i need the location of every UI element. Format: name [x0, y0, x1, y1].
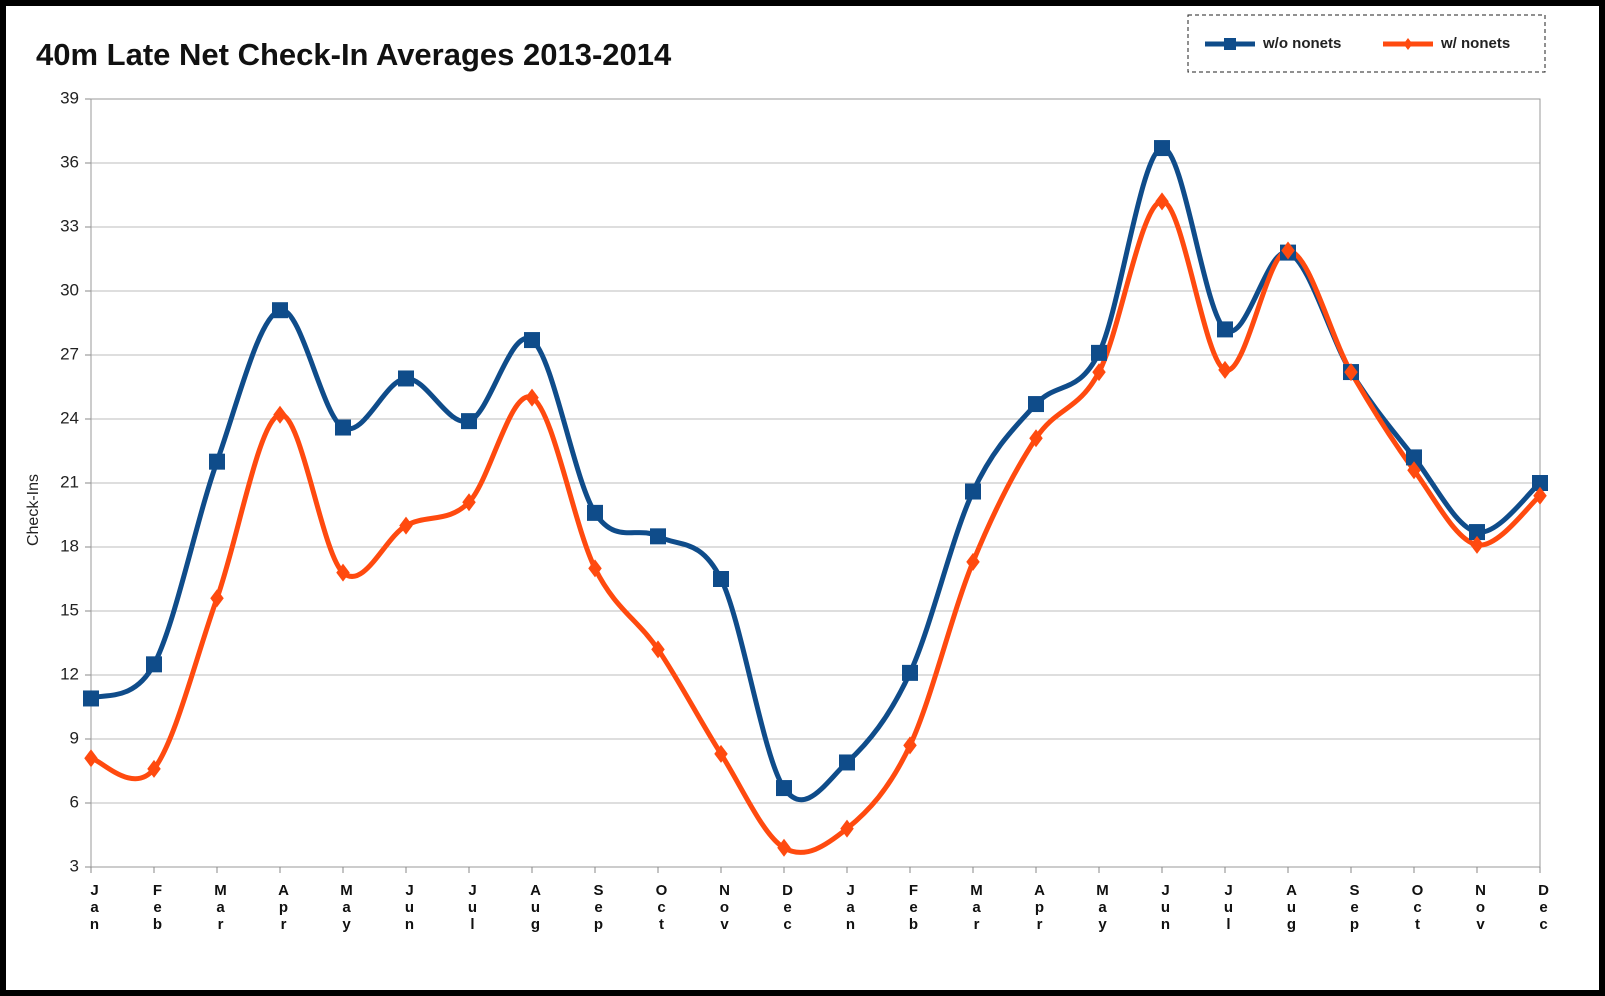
marker [84, 749, 98, 768]
x-tick-label: Dec [779, 882, 796, 933]
x-tick-label: Mar [212, 882, 229, 933]
marker [1407, 461, 1421, 480]
marker [1028, 396, 1044, 413]
y-tick-label: 18 [60, 536, 79, 555]
marker [1470, 535, 1484, 554]
x-tick-label: Mar [968, 882, 985, 933]
x-tick-label: Sep [590, 882, 607, 933]
y-tick-label: 36 [60, 152, 79, 171]
x-tick-label: Feb [149, 882, 166, 933]
marker [965, 483, 981, 500]
y-tick-label: 30 [60, 280, 79, 299]
marker [209, 453, 225, 470]
x-tick-label: Aug [1283, 882, 1300, 933]
marker [524, 332, 540, 349]
marker [1469, 524, 1485, 541]
marker [1217, 321, 1233, 338]
marker [1406, 449, 1422, 466]
marker [588, 559, 602, 578]
marker [903, 736, 917, 755]
marker [1344, 363, 1358, 382]
marker [587, 504, 603, 521]
x-tick-label: Dec [1535, 882, 1552, 933]
marker [1218, 360, 1232, 379]
x-tick-label: May [1094, 882, 1111, 933]
x-tick-label: Jun [1157, 882, 1174, 933]
marker [1154, 140, 1170, 157]
marker [902, 664, 918, 681]
marker [210, 589, 224, 608]
x-tick-label: Apr [1031, 882, 1048, 933]
marker [398, 370, 414, 387]
marker [651, 640, 665, 659]
marker [273, 405, 287, 424]
x-tick-label: Sep [1346, 882, 1363, 933]
marker [650, 528, 666, 545]
y-tick-label: 21 [60, 472, 79, 491]
chart-title: 40m Late Net Check-In Averages 2013-2014 [36, 37, 672, 72]
marker [1533, 486, 1547, 505]
legend-label: w/ nonets [1440, 35, 1510, 52]
y-tick-label: 6 [70, 792, 79, 811]
marker [1092, 363, 1106, 382]
marker [399, 516, 413, 535]
marker [462, 493, 476, 512]
x-tick-label: Aug [527, 882, 544, 933]
y-tick-label: 9 [70, 728, 79, 747]
legend-label: w/o nonets [1262, 35, 1341, 52]
x-tick-label: Jul [464, 882, 481, 933]
marker [335, 419, 351, 436]
marker [1532, 475, 1548, 491]
marker [147, 759, 161, 778]
x-tick-label: Jun [401, 882, 418, 933]
x-tick-label: Nov [1472, 882, 1489, 933]
x-tick-label: Apr [275, 882, 292, 933]
marker [525, 388, 539, 407]
marker [1403, 38, 1413, 50]
y-tick-label: 24 [60, 408, 79, 427]
marker [776, 780, 792, 797]
y-tick-label: 12 [60, 664, 79, 683]
x-tick-label: Jan [842, 882, 859, 933]
marker [1281, 241, 1295, 260]
marker [461, 413, 477, 430]
x-tick-label: Oct [1409, 882, 1426, 933]
marker [146, 656, 162, 673]
marker [840, 819, 854, 838]
y-tick-label: 27 [60, 344, 79, 363]
y-axis-label: Check-Ins [25, 474, 42, 546]
x-tick-label: May [338, 882, 355, 933]
marker [1224, 38, 1236, 50]
marker [1091, 344, 1107, 361]
x-tick-label: Nov [716, 882, 733, 933]
marker [1155, 192, 1169, 211]
x-tick-label: Jul [1220, 882, 1237, 933]
marker [713, 571, 729, 587]
y-tick-label: 39 [60, 88, 79, 107]
x-tick-label: Feb [905, 882, 922, 933]
marker [1029, 429, 1043, 448]
marker [839, 754, 855, 771]
marker [714, 744, 728, 763]
marker [83, 690, 99, 707]
y-tick-label: 15 [60, 600, 79, 619]
marker [966, 552, 980, 571]
x-tick-label: Jan [86, 882, 103, 933]
marker [336, 563, 350, 582]
marker [777, 838, 791, 857]
y-tick-label: 33 [60, 216, 79, 235]
marker [272, 302, 288, 319]
x-tick-label: Oct [653, 882, 670, 933]
y-tick-label: 3 [70, 856, 79, 875]
